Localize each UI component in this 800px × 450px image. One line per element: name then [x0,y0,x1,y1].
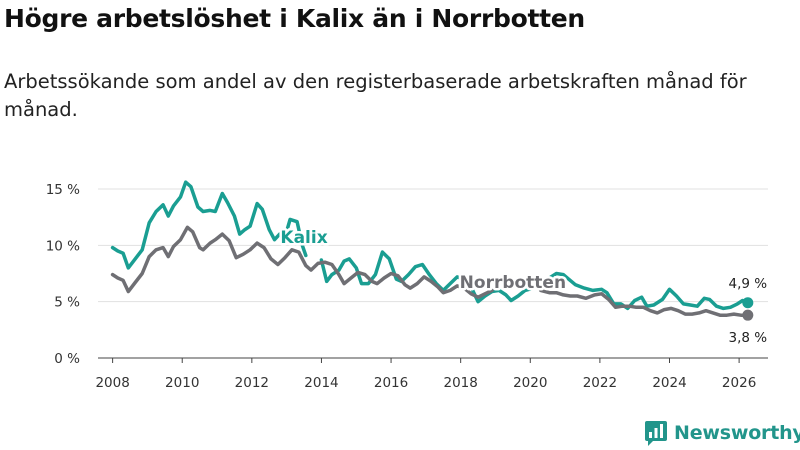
series-line-norrbotten [110,225,494,299]
chart-title: Högre arbetslöshet i Kalix än i Norrbott… [4,4,585,33]
series-line-kalix [110,180,308,270]
series-line-norrbotten [538,288,750,317]
x-tick-label: 2022 [583,375,617,391]
y-tick-label: 5 % [54,295,80,311]
newsworthy-logo: Newsworthy [644,418,800,448]
y-tick-label: 10 % [46,238,80,254]
chart-subtitle: Arbetssökande som andel av den registerb… [4,70,747,121]
x-tick-label: 2016 [374,375,408,391]
x-tick-label: 2014 [304,375,338,391]
series-label-kalix: Kalix [280,228,327,248]
y-tick-label: 15 % [46,182,80,198]
end-value-label-kalix: 4,9 % [729,276,768,292]
y-tick-label: 0 % [54,351,80,367]
x-tick-label: 2026 [722,375,756,391]
series-endpoint-norrbotten [742,309,754,321]
x-tick-label: 2010 [165,375,199,391]
x-tick-label: 2008 [95,375,129,391]
x-tick-label: 2018 [443,375,477,391]
end-value-label-norrbotten: 3,8 % [729,330,768,346]
series-endpoint-kalix [742,297,754,309]
brand-name: Newsworthy [674,422,800,444]
x-tick-label: 2012 [235,375,269,391]
x-tick-label: 2024 [652,375,686,391]
x-tick-label: 2020 [513,375,547,391]
series-line-kalix [319,250,750,311]
series-label-norrbotten: Norrbotten [460,273,566,293]
bar-chart-icon [645,421,667,446]
